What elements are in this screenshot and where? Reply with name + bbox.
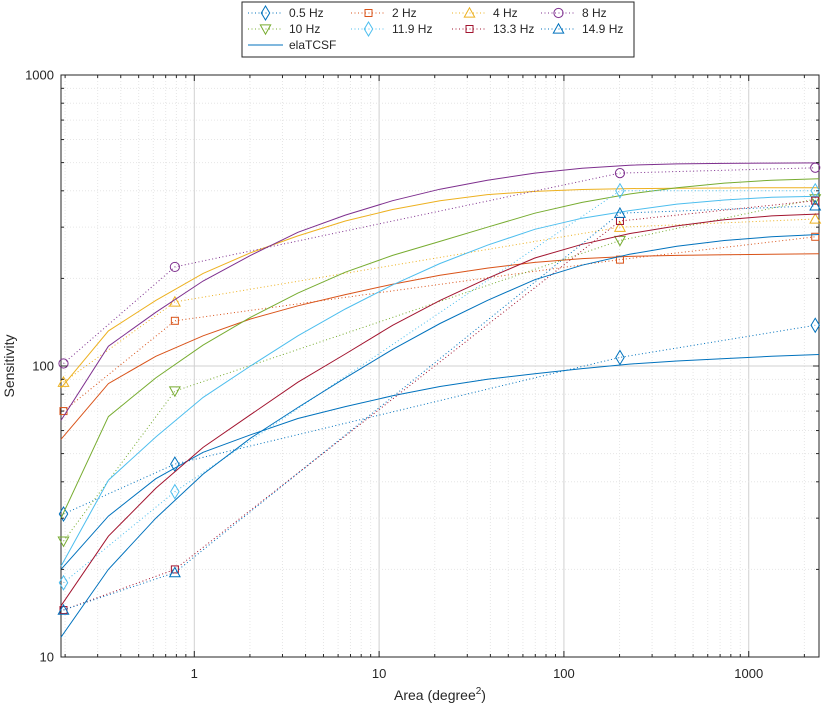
data-point-14-9-hz bbox=[809, 199, 822, 211]
model-line-14-9-hz bbox=[60, 234, 820, 638]
data-point-10-hz bbox=[809, 194, 822, 206]
data-point-2-hz bbox=[170, 316, 179, 325]
legend-label: 2 Hz bbox=[392, 6, 417, 20]
data-point-4-hz bbox=[809, 212, 822, 224]
series-10-hz bbox=[57, 178, 822, 548]
x-tick-label: 1000 bbox=[734, 666, 763, 681]
legend-item-14-9-hz: 14.9 Hz bbox=[541, 22, 623, 36]
data-point-2-hz bbox=[811, 232, 820, 241]
legend-marker bbox=[553, 7, 564, 19]
data-point-8-hz bbox=[810, 162, 821, 173]
series-14-9-hz bbox=[57, 199, 822, 638]
legend-item-8-hz: 8 Hz bbox=[541, 6, 607, 20]
data-point-10-hz bbox=[613, 235, 627, 247]
legend-marker bbox=[463, 6, 476, 18]
model-line-11-9-hz bbox=[60, 195, 820, 567]
series-11-9-hz bbox=[58, 182, 821, 591]
grid bbox=[61, 75, 819, 657]
x-tick-label: 1 bbox=[191, 666, 198, 681]
x-axis-title: Area (degree2) bbox=[394, 686, 486, 703]
series-8-hz bbox=[58, 162, 821, 421]
legend-item-elatcsf: elaTCSF bbox=[248, 38, 336, 52]
data-point-10-hz bbox=[57, 536, 70, 548]
legend-label: 0.5 Hz bbox=[289, 6, 324, 20]
legend-label: 4 Hz bbox=[493, 6, 518, 20]
legend-marker bbox=[259, 24, 272, 36]
legend-box bbox=[241, 1, 635, 58]
legend-marker bbox=[465, 25, 474, 33]
legend-item-11-9-hz: 11.9 Hz bbox=[351, 21, 432, 37]
model-line-13-3-hz bbox=[60, 213, 820, 607]
data-point-11-9-hz bbox=[170, 483, 180, 500]
model-line-4-hz bbox=[60, 187, 819, 389]
data-point-11-9-hz bbox=[58, 574, 69, 591]
model-line-10-hz bbox=[60, 178, 820, 519]
legend-item-4-hz: 4 Hz bbox=[452, 6, 518, 20]
legend-label: 13.3 Hz bbox=[493, 22, 534, 36]
data-point-4-hz bbox=[57, 375, 70, 387]
series-4-hz bbox=[57, 187, 822, 389]
series-13-3-hz bbox=[59, 196, 820, 615]
data-point-13-3-hz bbox=[170, 565, 179, 574]
y-tick-label: 100 bbox=[32, 359, 54, 374]
data-point-8-hz bbox=[614, 168, 626, 179]
data-point-14-9-hz bbox=[613, 206, 627, 218]
legend-marker bbox=[364, 9, 373, 17]
data-point-13-3-hz bbox=[811, 196, 820, 205]
x-tick-label: 10 bbox=[372, 666, 386, 681]
legend: 0.5 Hz 2 Hz 4 Hz 8 Hz 10 Hz 11.9 Hz 13.3 Hz 14.… bbox=[241, 1, 635, 58]
measured-line-2-hz bbox=[63, 236, 816, 412]
data-point-10-hz bbox=[168, 386, 181, 398]
legend-item-13-3-hz: 13.3 Hz bbox=[452, 22, 534, 36]
data-point-11-9-hz bbox=[615, 182, 625, 199]
legend-item-2-hz: 2 Hz bbox=[351, 6, 417, 20]
axis-ticks: 1 10 100 1000 10 100 1000 bbox=[25, 68, 819, 681]
data-point-8-hz bbox=[169, 261, 180, 273]
legend-label: 11.9 Hz bbox=[392, 22, 432, 36]
data-point-0-5-hz bbox=[58, 506, 69, 522]
measured-line-8-hz bbox=[63, 167, 816, 364]
legend-item-10-hz: 10 Hz bbox=[248, 22, 320, 36]
legend-marker bbox=[260, 5, 271, 21]
legend-label: elaTCSF bbox=[289, 38, 336, 52]
model-line-2-hz bbox=[60, 253, 820, 440]
legend-label: 14.9 Hz bbox=[582, 22, 623, 36]
data-point-0-5-hz bbox=[615, 349, 625, 366]
x-tick-label: 100 bbox=[553, 666, 575, 681]
series-0-5-hz bbox=[58, 317, 821, 570]
series-2-hz bbox=[59, 232, 820, 440]
series-layer bbox=[57, 162, 822, 638]
data-point-0-5-hz bbox=[170, 456, 180, 473]
legend-marker bbox=[552, 22, 565, 34]
data-point-14-9-hz bbox=[168, 566, 181, 578]
data-point-0-5-hz bbox=[810, 317, 821, 334]
measured-line-0-5-hz bbox=[63, 324, 816, 515]
y-tick-label: 1000 bbox=[25, 68, 54, 83]
y-tick-label: 10 bbox=[40, 650, 54, 665]
data-point-4-hz bbox=[613, 220, 627, 232]
y-axis-title: Sensitivity bbox=[1, 334, 17, 397]
legend-item-0-5-hz: 0.5 Hz bbox=[248, 5, 324, 21]
legend-label: 10 Hz bbox=[289, 22, 320, 36]
data-point-11-9-hz bbox=[810, 182, 821, 199]
measured-line-4-hz bbox=[63, 218, 816, 383]
data-point-14-9-hz bbox=[57, 603, 70, 615]
data-point-13-3-hz bbox=[59, 606, 68, 615]
legend-marker bbox=[363, 21, 374, 37]
data-point-8-hz bbox=[58, 358, 69, 369]
measured-line-10-hz bbox=[63, 198, 816, 542]
legend-label: 8 Hz bbox=[582, 6, 607, 20]
model-line-8-hz bbox=[60, 162, 820, 421]
